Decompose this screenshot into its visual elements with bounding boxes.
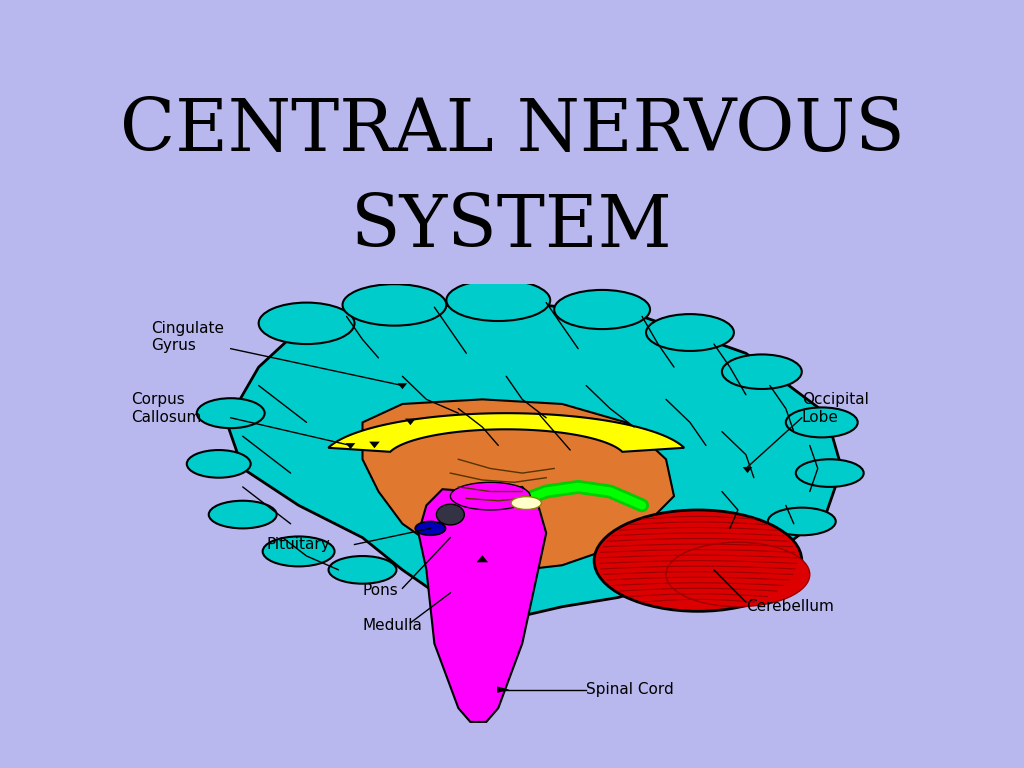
Polygon shape: [346, 443, 355, 449]
Text: Cerebellum: Cerebellum: [745, 599, 834, 614]
Ellipse shape: [446, 280, 550, 321]
Polygon shape: [226, 303, 842, 616]
Polygon shape: [406, 419, 416, 425]
Polygon shape: [419, 487, 546, 722]
Polygon shape: [476, 555, 488, 562]
Text: Medulla: Medulla: [362, 617, 422, 633]
Polygon shape: [497, 687, 510, 693]
Polygon shape: [742, 467, 753, 473]
Text: Cingulate
Gyrus: Cingulate Gyrus: [151, 321, 224, 353]
Polygon shape: [397, 383, 408, 389]
Polygon shape: [329, 413, 684, 452]
Ellipse shape: [785, 407, 858, 437]
Ellipse shape: [768, 508, 836, 535]
Ellipse shape: [666, 542, 810, 607]
Ellipse shape: [436, 504, 464, 525]
Ellipse shape: [262, 536, 335, 567]
Ellipse shape: [554, 290, 650, 329]
Ellipse shape: [796, 459, 863, 487]
Polygon shape: [362, 399, 674, 570]
Ellipse shape: [329, 556, 396, 584]
Ellipse shape: [209, 501, 276, 528]
Ellipse shape: [451, 482, 530, 510]
Text: Pons: Pons: [362, 583, 398, 598]
Text: Spinal Cord: Spinal Cord: [586, 682, 674, 697]
Polygon shape: [370, 442, 380, 449]
Ellipse shape: [186, 450, 251, 478]
Text: Occipital
Lobe: Occipital Lobe: [802, 392, 868, 425]
Ellipse shape: [511, 497, 542, 509]
Ellipse shape: [259, 303, 354, 344]
Text: Corpus
Callosum: Corpus Callosum: [131, 392, 202, 425]
Ellipse shape: [722, 354, 802, 389]
Ellipse shape: [197, 398, 264, 428]
Text: SYSTEM: SYSTEM: [351, 192, 673, 263]
Ellipse shape: [415, 521, 445, 535]
Ellipse shape: [594, 510, 802, 611]
Ellipse shape: [342, 284, 446, 326]
Text: CENTRAL NERVOUS: CENTRAL NERVOUS: [120, 95, 904, 166]
Text: Pituitary: Pituitary: [266, 537, 331, 552]
Ellipse shape: [646, 314, 734, 351]
